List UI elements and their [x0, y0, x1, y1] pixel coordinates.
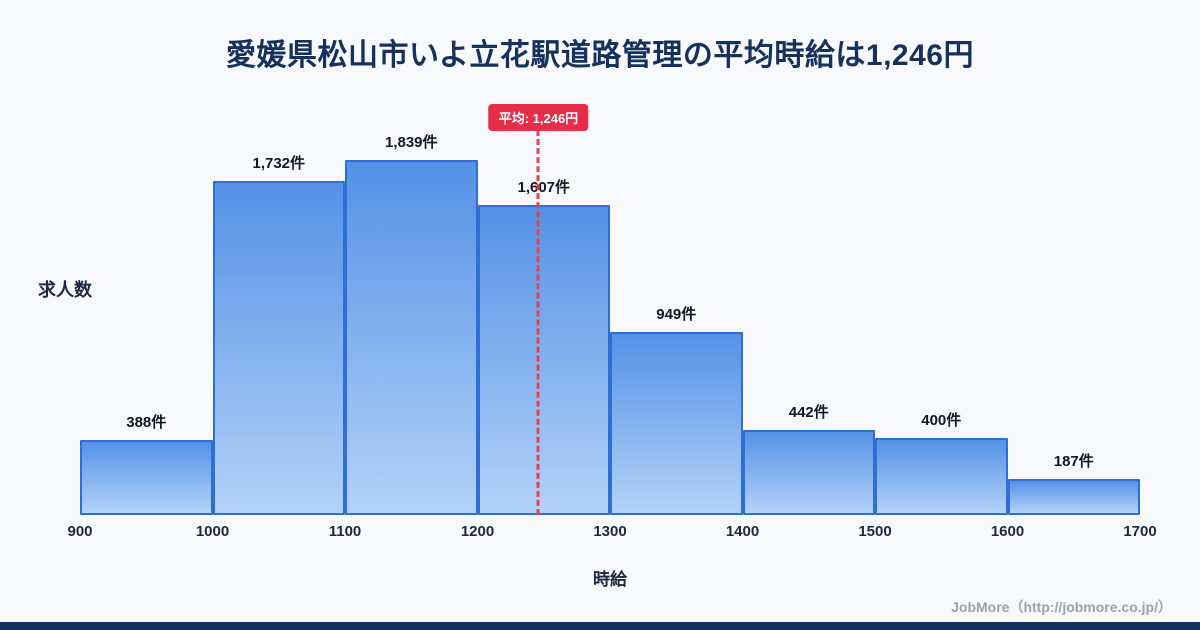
x-tick-label: 1700 [1123, 523, 1157, 540]
bottom-accent-bar [0, 622, 1200, 630]
histogram-bar [212, 180, 345, 515]
bar-value-label: 442件 [788, 403, 829, 421]
x-tick-label: 1400 [725, 523, 760, 540]
bar-value-label: 1,732件 [252, 154, 306, 172]
y-axis-label: 求人数 [38, 280, 92, 300]
x-tick-label: 1100 [328, 523, 362, 540]
x-tick-label: 1500 [858, 523, 892, 540]
x-tick-label: 1000 [195, 523, 230, 540]
average-line [536, 130, 540, 515]
x-tick-label: 1200 [460, 523, 495, 540]
histogram-bar [345, 160, 478, 515]
chart-title: 愛媛県松山市いよ立花駅道路管理の平均時給は1,246円 [226, 39, 974, 72]
bar-value-label: 1,839件 [384, 134, 438, 151]
bar-value-label: 949件 [656, 305, 697, 323]
bar-value-label: 388件 [126, 414, 167, 432]
histogram-bar [1007, 478, 1140, 515]
x-tick-label: 1300 [593, 523, 627, 540]
bar-value-label: 400件 [921, 411, 962, 429]
histogram-bar [80, 440, 213, 515]
bar-value-label: 187件 [1053, 452, 1094, 470]
x-tick-label: 1600 [990, 523, 1025, 540]
bar-value-label: 1,607件 [517, 178, 571, 196]
x-tick-label: 900 [67, 523, 93, 540]
plot-area: 388件 1,732件 1,839件 1,607件 949件 442件 400件 187件 90… [67, 104, 1157, 540]
footer-credit: JobMore（http://jobmore.co.jp/） [951, 599, 1172, 615]
histogram-bar [610, 331, 743, 515]
average-badge: 平均: 1,246円 [488, 104, 589, 131]
histogram-bar [742, 429, 875, 515]
histogram-bar [477, 204, 610, 515]
histogram-bar [875, 437, 1008, 515]
x-axis-label: 時給 [593, 570, 627, 589]
